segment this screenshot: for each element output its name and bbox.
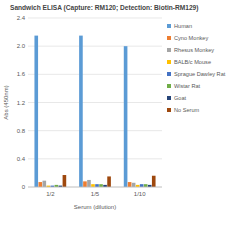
legend-label: Goat	[174, 95, 187, 101]
legend-swatch	[167, 84, 171, 88]
y-axis-label: Abs (450nm)	[3, 85, 9, 119]
x-axis	[28, 187, 162, 188]
y-tick-label: 2.0	[17, 43, 26, 49]
legend-label: No Serum	[174, 107, 200, 113]
bar	[42, 181, 46, 187]
x-axis-label: Serum (dilution)	[74, 204, 116, 210]
legend-swatch	[167, 36, 171, 40]
legend-label: Human	[174, 23, 192, 29]
bar	[128, 182, 132, 187]
y-tick-label: 0	[22, 184, 26, 190]
legend-label: Sprague Dawley Rat	[174, 71, 226, 77]
legend-swatch	[167, 60, 171, 64]
background	[0, 0, 240, 240]
bar	[144, 184, 148, 187]
x-tick-label: 1/5	[91, 191, 100, 197]
grid-line	[28, 102, 162, 103]
legend-swatch	[167, 24, 171, 28]
bar	[132, 183, 136, 187]
legend-label: Wistar Rat	[174, 83, 201, 89]
y-tick-label: 0.8	[17, 128, 26, 134]
bar	[87, 180, 91, 187]
grid-line	[28, 158, 162, 159]
bars	[34, 36, 155, 187]
grid-line	[28, 18, 162, 19]
bar	[83, 181, 87, 187]
bar	[38, 182, 42, 187]
bar	[107, 176, 111, 187]
legend-label: Cyno Monkey	[174, 35, 208, 41]
bar	[152, 176, 156, 187]
bar	[34, 36, 38, 187]
chart: Sandwich ELISA (Capture: RM120; Detectio…	[0, 0, 240, 240]
bar	[63, 175, 67, 187]
title: Sandwich ELISA (Capture: RM120; Detectio…	[10, 4, 198, 12]
grid-line	[28, 187, 162, 188]
grid-line	[28, 130, 162, 131]
bar	[140, 184, 144, 187]
legend-label: Rhesus Monkey	[174, 47, 214, 53]
bar	[99, 184, 103, 187]
y-tick-label: 1.6	[17, 71, 26, 77]
legend-label: BALB/c Mouse	[174, 59, 211, 65]
legend-swatch	[167, 48, 171, 52]
x-tick-label: 1/2	[46, 191, 55, 197]
y-tick-label: 1.2	[17, 100, 26, 106]
bar	[95, 184, 99, 187]
legend-swatch	[167, 96, 171, 100]
bar	[91, 184, 95, 187]
bar	[79, 36, 83, 187]
y-tick-label: 0.4	[17, 156, 26, 162]
legend-swatch	[167, 108, 171, 112]
x-tick-label: 1/10	[134, 191, 146, 197]
bar	[124, 46, 128, 187]
grid-line	[28, 46, 162, 47]
y-tick-label: 2.4	[17, 15, 26, 21]
grid-line	[28, 74, 162, 75]
legend-swatch	[167, 72, 171, 76]
